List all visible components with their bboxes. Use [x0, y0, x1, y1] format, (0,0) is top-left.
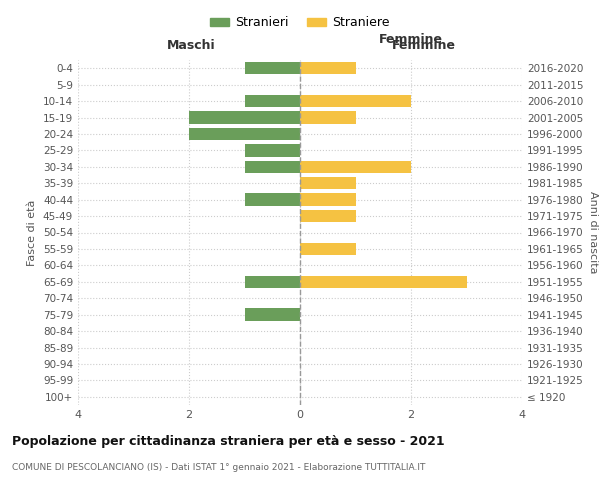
Bar: [245, 144, 300, 156]
Text: Maschi: Maschi: [167, 40, 215, 52]
Bar: [300, 210, 355, 222]
Bar: [189, 112, 300, 124]
Bar: [245, 308, 300, 321]
Bar: [245, 194, 300, 206]
Bar: [300, 194, 355, 206]
Bar: [245, 160, 300, 173]
Bar: [300, 276, 467, 288]
Bar: [245, 276, 300, 288]
Bar: [300, 62, 355, 74]
Bar: [245, 62, 300, 74]
Bar: [300, 243, 355, 255]
Text: COMUNE DI PESCOLANCIANO (IS) - Dati ISTAT 1° gennaio 2021 - Elaborazione TUTTITA: COMUNE DI PESCOLANCIANO (IS) - Dati ISTA…: [12, 462, 425, 471]
Text: Popolazione per cittadinanza straniera per età e sesso - 2021: Popolazione per cittadinanza straniera p…: [12, 435, 445, 448]
Bar: [245, 95, 300, 107]
Bar: [300, 160, 411, 173]
Bar: [189, 128, 300, 140]
Bar: [300, 112, 355, 124]
Text: Femmine: Femmine: [379, 33, 443, 46]
Y-axis label: Anni di nascita: Anni di nascita: [587, 191, 598, 274]
Bar: [300, 95, 411, 107]
Y-axis label: Fasce di età: Fasce di età: [28, 200, 37, 266]
Legend: Stranieri, Straniere: Stranieri, Straniere: [205, 11, 395, 34]
Text: Femmine: Femmine: [392, 40, 456, 52]
Bar: [300, 177, 355, 190]
